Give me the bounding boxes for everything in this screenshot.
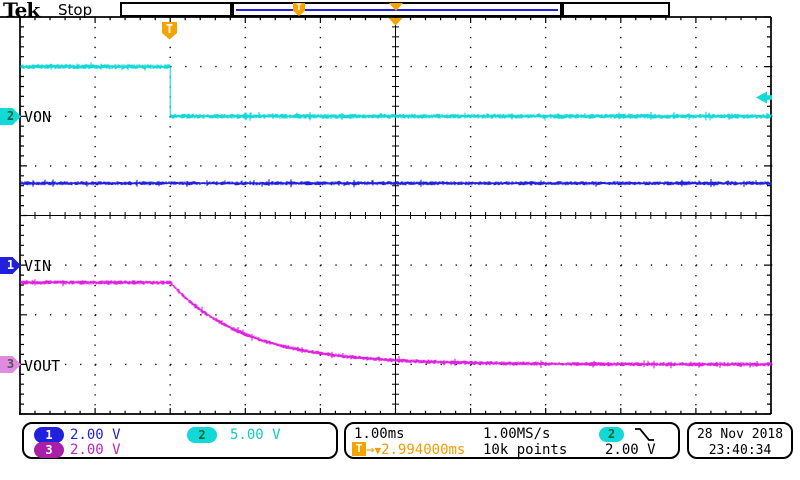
record-view-left-segment	[120, 2, 232, 17]
ch1-scale: 2.00 V	[70, 427, 121, 443]
trace-vin	[20, 179, 772, 188]
trigger-delay-value: 2.994000ms	[381, 442, 466, 458]
ch2-scale: 5.00 V	[230, 427, 281, 443]
record-length-readout: 10k points	[483, 442, 568, 458]
graticule-center-lines	[20, 17, 772, 414]
ch3-badge[interactable]: 3	[34, 442, 64, 458]
trigger-level-readout: 2.00 V	[605, 442, 656, 458]
record-view-expansion-icon	[389, 3, 403, 11]
trigger-position-letter: T	[166, 22, 173, 36]
ch1-badge[interactable]: 1	[34, 427, 64, 443]
horizontal-trigger-readout-box: 1.00ms 1.00MS/s 2 T →▼2.994000ms 10k poin…	[344, 422, 680, 459]
trigger-position-marker[interactable]: T	[162, 22, 177, 40]
graticule-grid-dots	[35, 26, 773, 406]
time-readout: 23:40:34	[708, 443, 772, 458]
ch2-badge[interactable]: 2	[187, 427, 217, 443]
ch3-ground-badge[interactable]: 3	[0, 356, 21, 373]
trigger-t-icon: T	[352, 442, 366, 456]
expansion-point-icon	[388, 18, 403, 26]
trigger-marker-icon: ▼	[374, 444, 382, 457]
vertical-scale-readout-box: 1 2.00 V 2 5.00 V 3 2.00 V	[22, 422, 338, 459]
trigger-source-badge[interactable]: 2	[599, 427, 624, 442]
trigger-level-arrow[interactable]	[756, 91, 772, 104]
acquisition-status: Stop	[58, 1, 93, 19]
trace-von	[20, 62, 772, 121]
date-readout: 28 Nov 2018	[696, 427, 784, 442]
record-view-right-segment	[562, 2, 670, 17]
record-view-trigger-marker: T	[293, 3, 305, 16]
datetime-box: 28 Nov 2018 23:40:34	[687, 422, 793, 459]
trigger-delay-readout: T →▼2.994000ms	[352, 442, 465, 458]
ch2-ground-badge[interactable]: 2	[0, 108, 21, 125]
timebase-readout: 1.00ms	[354, 426, 405, 442]
trace-vout	[20, 279, 772, 369]
ch3-scale: 2.00 V	[70, 442, 121, 458]
ch1-ground-badge[interactable]: 1	[0, 257, 21, 274]
sample-rate-readout: 1.00MS/s	[483, 426, 551, 442]
falling-edge-icon	[635, 428, 654, 441]
channel-label-vin: VIN	[24, 257, 52, 275]
channel-label-von: VON	[24, 108, 52, 126]
trigger-arrow-icon: →	[366, 442, 375, 458]
channel-label-vout: VOUT	[24, 357, 61, 375]
